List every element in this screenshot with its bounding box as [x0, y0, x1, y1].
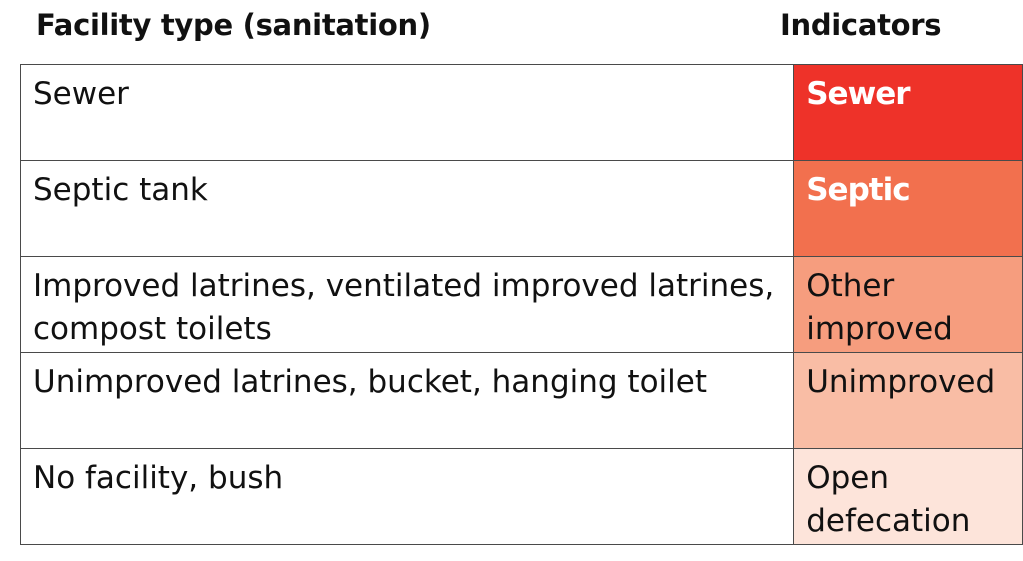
facility-cell: Improved latrines, ventilated improved l… [19, 256, 795, 353]
table-row: Sewer Sewer [19, 64, 1023, 161]
table-row: Unimproved latrines, bucket, hanging toi… [19, 352, 1023, 449]
indicator-cell: Open defecation [793, 448, 1023, 545]
indicators-header: Indicators [780, 8, 942, 42]
indicator-cell: Other improved [793, 256, 1023, 353]
facility-cell: Sewer [19, 64, 795, 161]
table-row: No facility, bush Open defecation [19, 448, 1023, 545]
facility-cell: No facility, bush [19, 448, 795, 545]
facility-cell: Septic tank [19, 160, 795, 257]
facility-type-header: Facility type (sanitation) [36, 8, 431, 42]
facility-cell: Unimproved latrines, bucket, hanging toi… [19, 352, 795, 449]
table-row: Improved latrines, ventilated improved l… [19, 256, 1023, 353]
table-row: Septic tank Septic [19, 160, 1023, 257]
indicator-cell: Unimproved [793, 352, 1023, 449]
sanitation-table: Sewer Sewer Septic tank Septic Improved … [19, 64, 1023, 545]
indicator-cell: Sewer [793, 64, 1023, 161]
indicator-cell: Septic [793, 160, 1023, 257]
